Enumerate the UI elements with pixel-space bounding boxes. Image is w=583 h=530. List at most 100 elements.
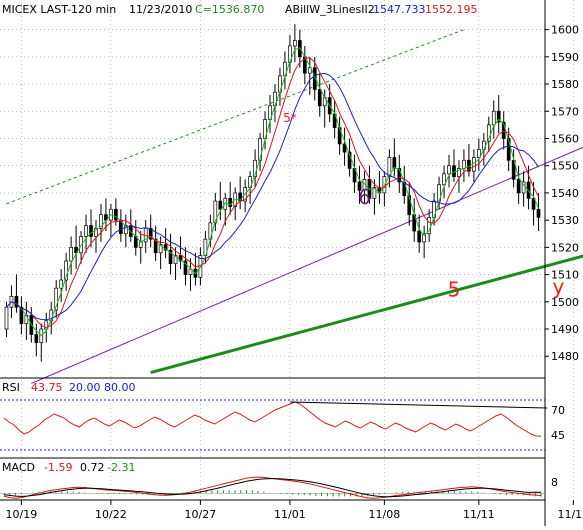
price-tick-label: 1570 [551,105,579,118]
time-tick-label: 11/08 [369,508,401,521]
candle-body [477,149,481,158]
ma-fast-line [6,47,539,337]
candle-body [99,214,103,229]
candle-body [258,138,262,161]
header-line2-value: 1552.195 [425,3,478,16]
candle-body [14,295,19,308]
candle-body [54,287,59,311]
wave-label: 5 [448,277,461,301]
candle-body [417,230,422,243]
moving-average-layer [6,47,539,337]
candle-body [268,105,272,120]
price-tick-label: 1500 [551,296,579,309]
trendline-layer [6,29,583,384]
candle-body [34,334,39,343]
time-tick-label: 10/27 [185,508,217,521]
macd-signal-line [3,478,542,498]
macd-line [3,476,542,499]
annotation-layer: 5*H6z5y [283,111,564,301]
price-tick-label: 1510 [551,269,579,282]
candle-body [183,260,188,275]
candle-body [457,168,461,177]
candle-body [114,208,118,221]
candle-body [158,244,163,254]
candle-body [317,89,322,107]
price-tick-label: 1490 [551,323,579,336]
time-tick-label: 10/19 [6,508,38,521]
candle-body [138,241,143,248]
candle-body [342,143,347,153]
channel-lower-line [31,146,583,384]
candle-body [128,225,133,237]
candle-body [347,151,352,169]
rsi-line [3,401,542,437]
candle-body [44,320,49,330]
header-study: ABillW_3LinesII2 [285,3,375,16]
support-line [150,254,583,375]
wave-label: y [552,275,564,299]
candle-body [69,247,73,262]
candle-body [307,67,312,74]
macd-hist: -2.31 [107,461,135,474]
candle-body [392,157,397,169]
candle-body [526,181,531,199]
rsi-high: 80.00 [104,381,136,394]
candle-body [452,165,456,177]
price-tick-label: 1530 [551,214,579,227]
candle-body [168,249,173,265]
rsi-tick-label: 45 [551,429,565,442]
candle-body [447,165,451,175]
price-tick-label: 1540 [551,187,579,200]
wave-label: 6 [358,185,371,209]
candle-body [407,195,412,216]
candle-body [312,67,317,90]
candle-body [372,187,377,199]
candle-body [4,306,9,330]
macd-signal: 0.72 [80,461,105,474]
candle-body [218,200,223,210]
candle-body [64,260,68,281]
candle-body [357,181,362,191]
candle-body [516,178,521,194]
candle-body [163,244,168,251]
candle-body [536,208,541,218]
price-tick-label: 1580 [551,78,579,91]
candle-body [422,233,426,243]
macd-tick-label: 8 [551,476,558,489]
candle-body [188,268,193,275]
candle-body [123,225,128,235]
header-line1-value: 1547.733 [373,3,426,16]
candle-body [84,225,88,237]
candle-layer [4,24,541,362]
time-tick-label: 11/01 [274,508,306,521]
candle-body [491,110,496,126]
wave-label: 5* [283,111,297,125]
candle-body [173,255,178,265]
candle-body [89,225,93,237]
candle-body [153,238,158,254]
time-tick-label: 10/22 [95,508,127,521]
rsi-value: 43.75 [31,381,63,394]
header-date: 11/23/2010 [129,3,192,16]
candle-body [119,219,123,235]
price-tick-label: 1480 [551,350,579,363]
candle-body [506,138,511,161]
candle-body [293,40,297,47]
rsi-tick-label: 70 [551,404,565,417]
candle-body [462,159,466,169]
indicator-layer: 70 45 8 [0,399,565,499]
candle-body [104,214,108,221]
candle-body [442,173,446,186]
macd-value: -1.59 [44,461,72,474]
header-close: C=1536.870 [195,3,264,16]
ma-slow-line [6,72,539,321]
price-tick-label: 1590 [551,51,579,64]
candle-body [397,168,402,183]
price-tick-label: 1560 [551,132,579,145]
candle-body [59,279,64,289]
candle-body [79,236,83,254]
time-tick-label: 11/11 [463,508,495,521]
